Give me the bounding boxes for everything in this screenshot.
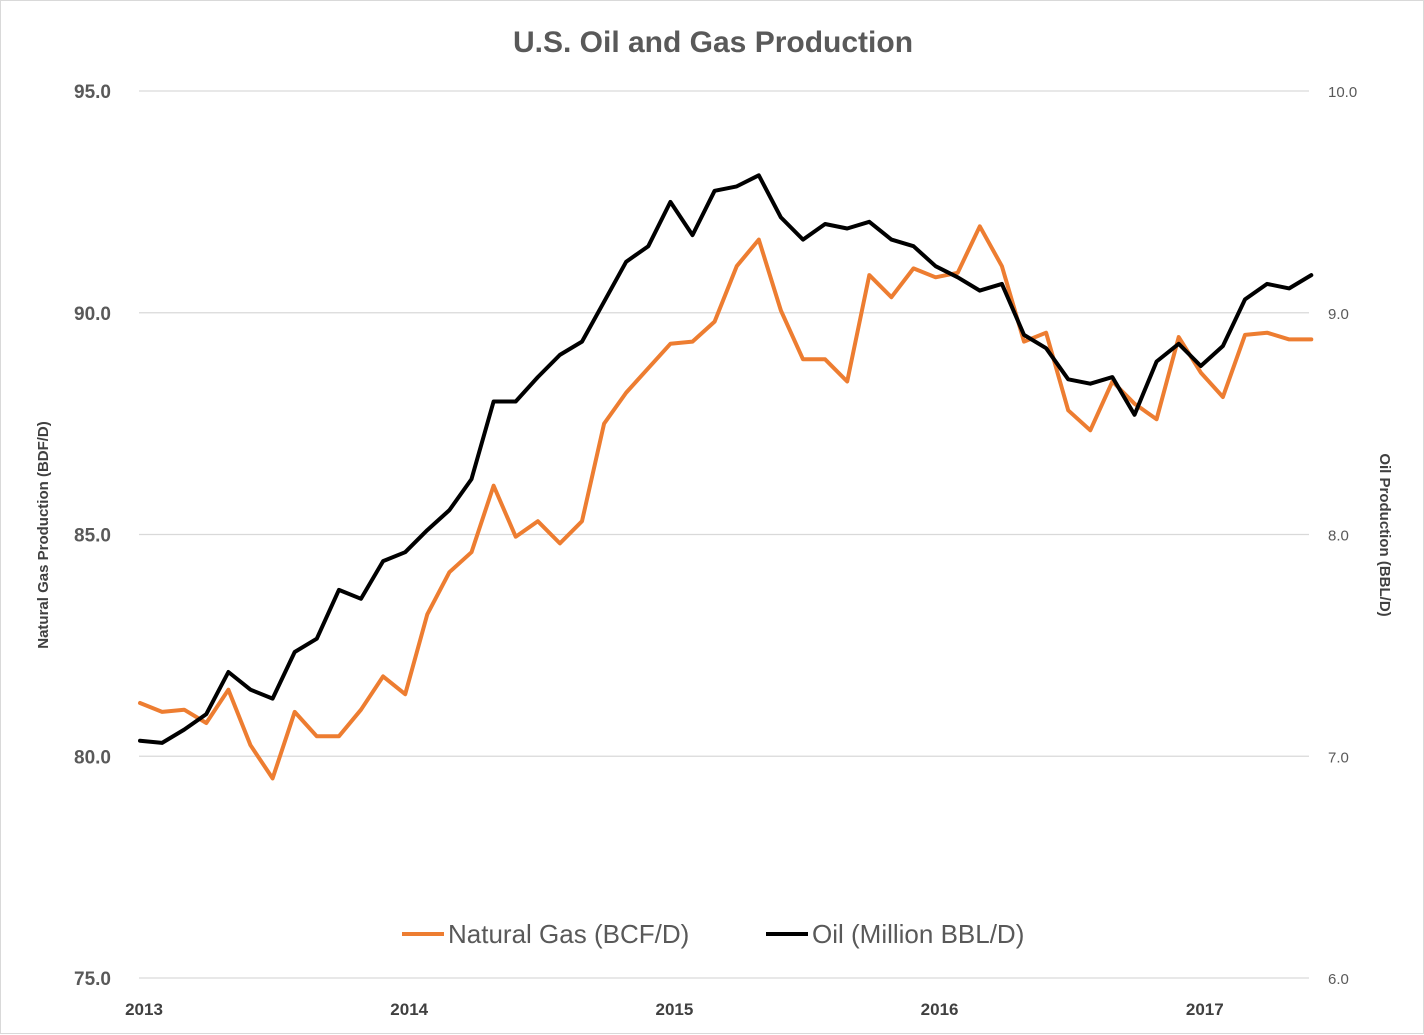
x-tick-label: 2017 — [1186, 1000, 1224, 1019]
chart-title: U.S. Oil and Gas Production — [513, 26, 913, 59]
x-tick-label: 2013 — [125, 1000, 163, 1019]
left-axis-label: Natural Gas Production (BDF/D) — [35, 421, 52, 649]
left-tick-label: 85.0 — [74, 526, 111, 547]
right-tick-label: 9.0 — [1328, 306, 1349, 323]
left-tick-label: 75.0 — [74, 969, 111, 990]
x-tick-label: 2016 — [921, 1000, 959, 1019]
legend-label-oil: Oil (Million BBL/D) — [812, 919, 1024, 949]
right-tick-label: 10.0 — [1328, 84, 1357, 101]
right-axis-label: Oil Production (BBL/D) — [1376, 453, 1393, 616]
legend-label-natural-gas: Natural Gas (BCF/D) — [448, 919, 689, 949]
right-axis-ticks: 6.0 7.0 8.0 9.0 10.0 — [1328, 84, 1357, 988]
left-axis-ticks: 75.0 80.0 85.0 90.0 95.0 — [74, 82, 111, 990]
x-tick-label: 2014 — [390, 1000, 428, 1019]
right-tick-label: 6.0 — [1328, 971, 1349, 988]
series-lines — [138, 173, 1314, 781]
right-tick-label: 7.0 — [1328, 749, 1349, 766]
left-tick-label: 95.0 — [74, 82, 111, 103]
left-tick-label: 80.0 — [74, 747, 111, 768]
left-tick-label: 90.0 — [74, 304, 111, 325]
right-tick-label: 8.0 — [1328, 528, 1349, 545]
oil-series-line — [138, 173, 1314, 745]
natural-gas-series-line — [138, 224, 1314, 781]
gridlines — [139, 90, 1309, 979]
legend: Natural Gas (BCF/D) Oil (Million BBL/D) — [402, 919, 1024, 949]
x-axis-ticks: 2013 2014 2015 2016 2017 — [125, 1000, 1224, 1019]
x-tick-label: 2015 — [655, 1000, 693, 1019]
